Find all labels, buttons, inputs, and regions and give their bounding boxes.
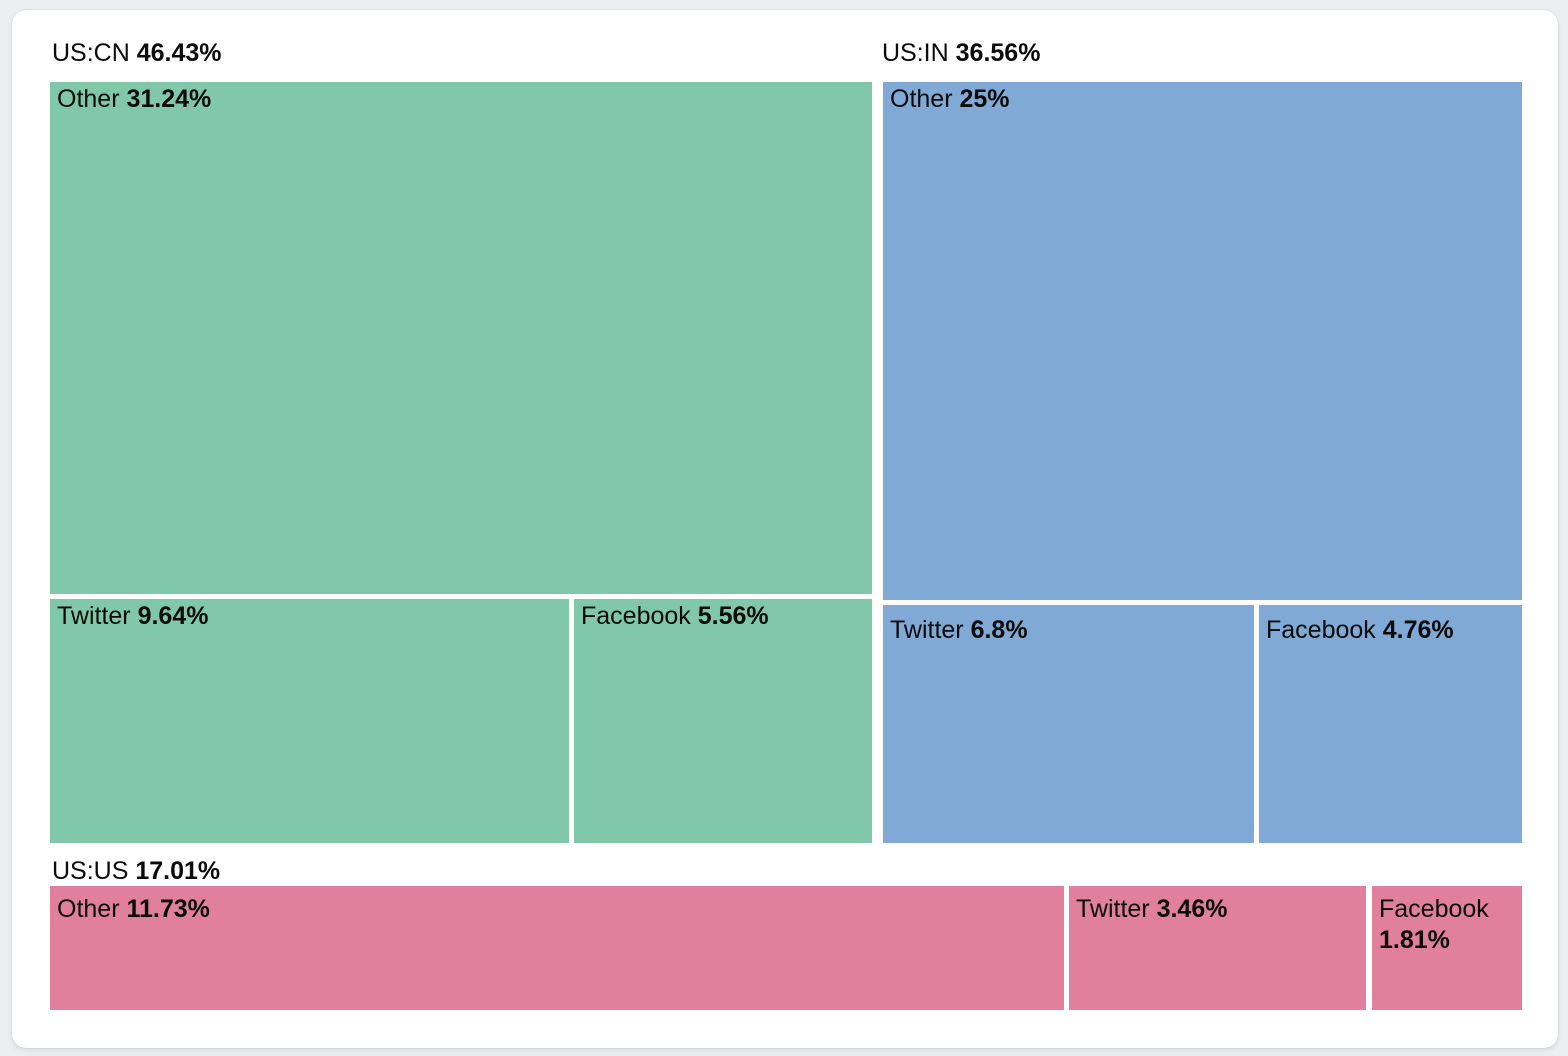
cell-name-text: Other	[890, 85, 953, 113]
treemap-cell-usin-twitter[interactable]: Twitter 6.8%	[883, 605, 1254, 843]
cell-percent-text: 4.76%	[1382, 616, 1454, 644]
cell-name-text: Facebook	[1379, 895, 1489, 923]
cell-label: Facebook 4.76%	[1259, 605, 1522, 646]
cell-label: Facebook 1.81%	[1372, 886, 1522, 956]
group-percent-text: 36.56%	[955, 39, 1041, 67]
treemap-cell-usin-facebook[interactable]: Facebook 4.76%	[1259, 605, 1522, 843]
cell-label: Twitter 9.64%	[50, 599, 569, 632]
cell-label: Other 25%	[883, 82, 1522, 115]
cell-percent-text: 9.64%	[137, 602, 209, 630]
cell-name-text: Other	[57, 895, 120, 923]
group-header-us-cn: US:CN 46.43%	[52, 38, 222, 68]
cell-name-text: Facebook	[581, 602, 691, 630]
cell-name-text: Twitter	[1076, 895, 1150, 923]
cell-percent-text: 1.81%	[1379, 926, 1450, 954]
treemap-cell-uscn-facebook[interactable]: Facebook 5.56%	[574, 599, 872, 843]
treemap-cell-usus-twitter[interactable]: Twitter 3.46%	[1069, 886, 1366, 1010]
group-header-us-in: US:IN 36.56%	[882, 38, 1040, 68]
group-header-us-us: US:US 17.01%	[52, 856, 220, 886]
treemap-cell-usin-other[interactable]: Other 25%	[883, 82, 1522, 600]
cell-percent-text: 31.24%	[126, 85, 212, 113]
group-name-text: US:IN	[882, 39, 949, 67]
treemap-cell-uscn-twitter[interactable]: Twitter 9.64%	[50, 599, 569, 843]
treemap-cell-uscn-other[interactable]: Other 31.24%	[50, 82, 872, 594]
cell-name-text: Other	[57, 85, 120, 113]
group-name-text: US:CN	[52, 39, 130, 67]
group-percent-text: 17.01%	[135, 857, 221, 885]
treemap-card: US:CN 46.43% Other 31.24% Twitter 9.64% …	[12, 10, 1558, 1048]
cell-name-text: Twitter	[890, 616, 964, 644]
cell-label: Other 11.73%	[50, 886, 1064, 925]
cell-name-text: Twitter	[57, 602, 131, 630]
cell-percent-text: 5.56%	[697, 602, 769, 630]
cell-label: Other 31.24%	[50, 82, 872, 115]
treemap-cell-usus-other[interactable]: Other 11.73%	[50, 886, 1064, 1010]
group-percent-text: 46.43%	[136, 39, 222, 67]
treemap-cell-usus-facebook[interactable]: Facebook 1.81%	[1372, 886, 1522, 1010]
cell-percent-text: 11.73%	[126, 895, 210, 923]
cell-label: Twitter 6.8%	[883, 605, 1254, 646]
cell-name-text: Facebook	[1266, 616, 1376, 644]
cell-percent-text: 25%	[959, 85, 1010, 113]
cell-percent-text: 6.8%	[970, 616, 1028, 644]
cell-label: Twitter 3.46%	[1069, 886, 1366, 925]
group-name-text: US:US	[52, 857, 129, 885]
cell-percent-text: 3.46%	[1156, 895, 1228, 923]
cell-label: Facebook 5.56%	[574, 599, 872, 632]
